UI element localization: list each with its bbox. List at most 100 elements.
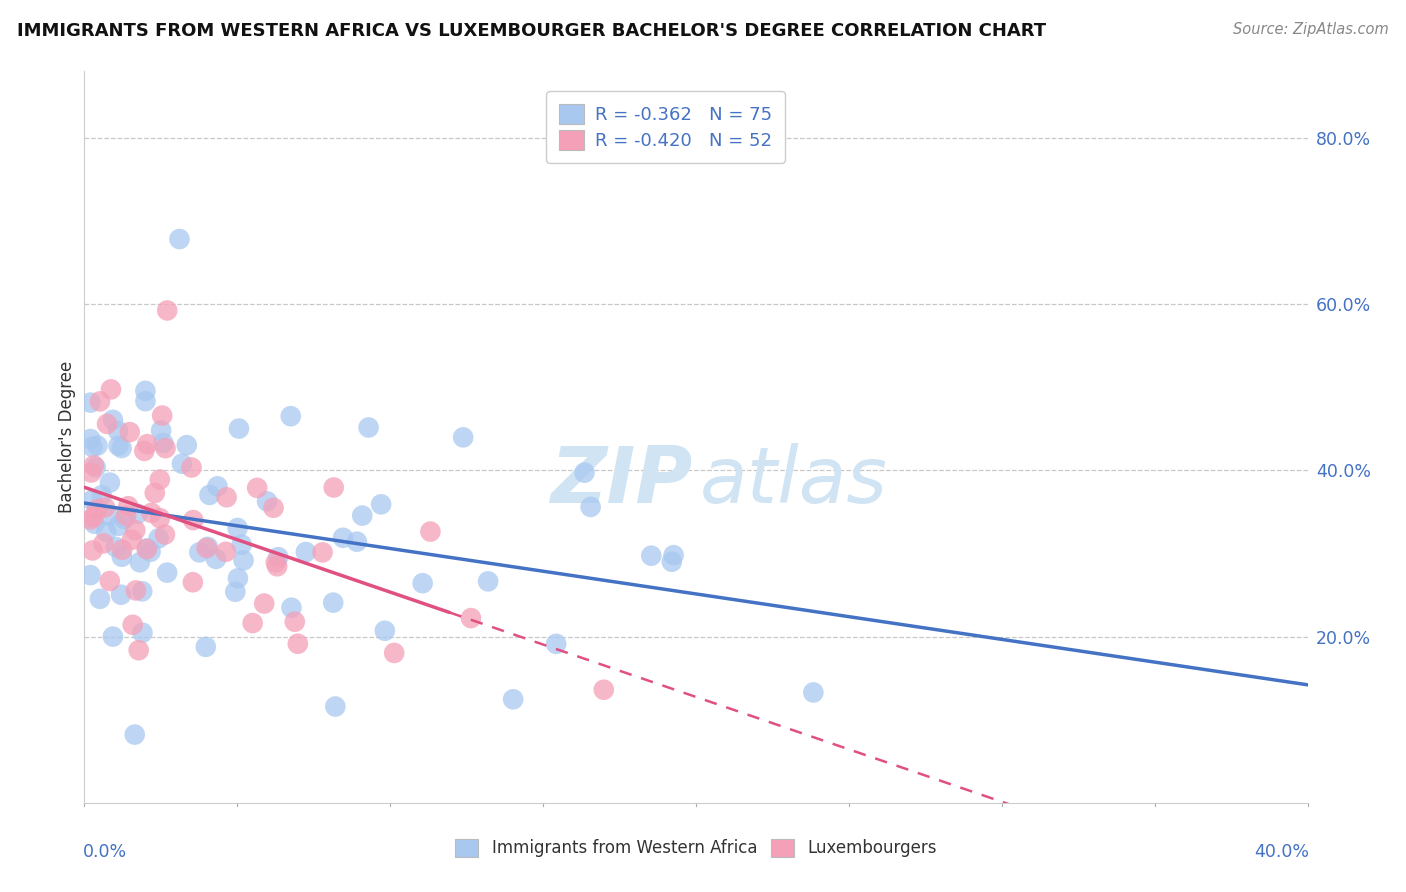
Point: [231, 538, 253, 552]
Point: [253, 597, 276, 611]
Point: [148, 532, 170, 546]
Point: [128, 643, 150, 657]
Text: IMMIGRANTS FROM WESTERN AFRICA VS LUXEMBOURGER BACHELOR'S DEGREE CORRELATION CHA: IMMIGRANTS FROM WESTERN AFRICA VS LUXEMB…: [17, 22, 1046, 40]
Point: [134, 384, 156, 398]
Point: [232, 553, 254, 567]
Point: [117, 500, 139, 514]
Point: [82, 493, 104, 508]
Point: [152, 436, 174, 450]
Y-axis label: Bachelor's Degree: Bachelor's Degree: [58, 361, 76, 513]
Point: [195, 541, 218, 555]
Point: [149, 473, 172, 487]
Point: [370, 497, 392, 511]
Point: [181, 513, 204, 527]
Point: [135, 542, 157, 557]
Point: [86, 502, 108, 516]
Point: [169, 232, 191, 246]
Point: [181, 575, 204, 590]
Point: [107, 424, 129, 438]
Point: [284, 615, 307, 629]
Point: [256, 494, 278, 508]
Point: [84, 460, 107, 475]
Point: [242, 615, 264, 630]
Point: [264, 556, 287, 570]
Point: [150, 424, 173, 438]
Point: [156, 566, 179, 580]
Point: [115, 508, 138, 523]
Point: [198, 488, 221, 502]
Point: [267, 550, 290, 565]
Point: [226, 571, 249, 585]
Point: [149, 511, 172, 525]
Point: [124, 523, 146, 537]
Point: [86, 438, 108, 452]
Point: [412, 576, 434, 591]
Point: [502, 692, 524, 706]
Text: 40.0%: 40.0%: [1254, 843, 1309, 861]
Point: [141, 506, 163, 520]
Point: [170, 457, 193, 471]
Point: [93, 536, 115, 550]
Point: [419, 524, 441, 539]
Point: [280, 409, 302, 424]
Point: [382, 646, 405, 660]
Point: [82, 543, 104, 558]
Point: [83, 458, 105, 473]
Point: [640, 549, 662, 563]
Point: [188, 545, 211, 559]
Point: [96, 524, 118, 539]
Point: [111, 542, 134, 557]
Point: [451, 430, 474, 444]
Point: [322, 481, 344, 495]
Text: ZIP: ZIP: [550, 443, 692, 519]
Point: [197, 540, 219, 554]
Point: [295, 545, 318, 559]
Text: 0.0%: 0.0%: [83, 843, 128, 861]
Point: [322, 596, 344, 610]
Point: [176, 438, 198, 452]
Point: [79, 395, 101, 409]
Point: [79, 432, 101, 446]
Point: [136, 541, 159, 556]
Point: [80, 466, 103, 480]
Point: [114, 512, 136, 526]
Point: [266, 559, 288, 574]
Point: [127, 507, 149, 521]
Point: [98, 574, 121, 588]
Point: [215, 490, 238, 504]
Point: [94, 500, 117, 515]
Point: [110, 588, 132, 602]
Point: [89, 591, 111, 606]
Point: [661, 555, 683, 569]
Point: [180, 460, 202, 475]
Point: [79, 568, 101, 582]
Point: [574, 466, 596, 480]
Point: [205, 552, 228, 566]
Point: [156, 303, 179, 318]
Point: [125, 583, 148, 598]
Point: [101, 413, 124, 427]
Point: [98, 475, 121, 490]
Point: [150, 409, 173, 423]
Point: [100, 383, 122, 397]
Point: [546, 637, 568, 651]
Point: [246, 481, 269, 495]
Point: [215, 545, 238, 559]
Point: [136, 437, 159, 451]
Point: [121, 533, 143, 547]
Point: [89, 394, 111, 409]
Point: [111, 441, 134, 455]
Point: [121, 617, 143, 632]
Point: [263, 500, 285, 515]
Point: [224, 584, 246, 599]
Point: [134, 394, 156, 409]
Point: [226, 521, 249, 535]
Point: [374, 624, 396, 638]
Point: [352, 508, 374, 523]
Point: [104, 540, 127, 554]
Point: [131, 625, 153, 640]
Point: [128, 555, 150, 569]
Point: [332, 531, 354, 545]
Point: [143, 486, 166, 500]
Point: [460, 611, 482, 625]
